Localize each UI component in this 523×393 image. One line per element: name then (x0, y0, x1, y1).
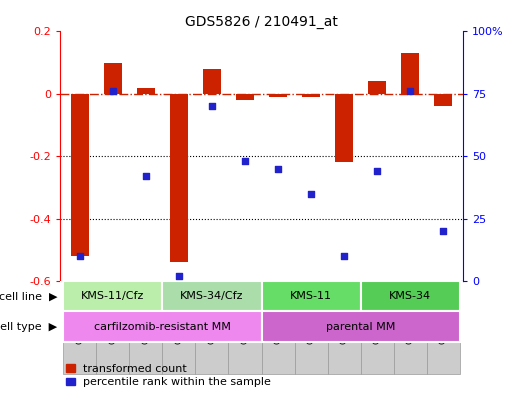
Text: cell line  ▶: cell line ▶ (0, 291, 58, 301)
Bar (262, 281, 294, 375)
Point (373, 168, 381, 174)
Bar (63, 281, 96, 375)
Point (307, 191, 315, 197)
Point (208, 103, 216, 109)
Bar (269, 94, 287, 97)
Text: KMS-34/Cfz: KMS-34/Cfz (180, 291, 244, 301)
Bar (401, 53, 419, 94)
Bar (427, 281, 460, 375)
Legend: transformed count, percentile rank within the sample: transformed count, percentile rank withi… (66, 364, 271, 387)
Bar (262, 311, 460, 342)
Bar (170, 94, 188, 262)
Bar (302, 94, 320, 97)
Title: GDS5826 / 210491_at: GDS5826 / 210491_at (185, 15, 338, 29)
Bar (63, 311, 262, 342)
Bar (262, 281, 360, 311)
Bar (96, 281, 130, 375)
Bar (236, 94, 254, 100)
Bar (130, 281, 163, 375)
Bar (104, 62, 122, 94)
Bar (229, 281, 262, 375)
Point (340, 253, 348, 259)
Bar (163, 281, 262, 311)
Bar (360, 281, 393, 375)
Bar (137, 88, 155, 94)
Text: parental MM: parental MM (326, 321, 395, 332)
Bar (393, 281, 427, 375)
Bar (196, 281, 229, 375)
Point (175, 273, 183, 279)
Bar (360, 281, 460, 311)
Text: KMS-11: KMS-11 (290, 291, 332, 301)
Text: carfilzomib-resistant MM: carfilzomib-resistant MM (94, 321, 231, 332)
Point (142, 173, 150, 179)
Bar (163, 281, 196, 375)
Point (274, 165, 282, 172)
Bar (63, 281, 163, 311)
Bar (71, 94, 89, 256)
Text: KMS-11/Cfz: KMS-11/Cfz (81, 291, 145, 301)
Bar (368, 81, 386, 94)
Text: KMS-34: KMS-34 (389, 291, 431, 301)
Point (109, 88, 117, 94)
Bar (327, 281, 360, 375)
Text: cell type  ▶: cell type ▶ (0, 321, 58, 332)
Point (76, 253, 84, 259)
Bar (335, 94, 353, 162)
Bar (434, 94, 452, 106)
Bar (203, 69, 221, 94)
Point (439, 228, 447, 234)
Point (241, 158, 249, 164)
Point (406, 88, 414, 94)
Bar (294, 281, 327, 375)
